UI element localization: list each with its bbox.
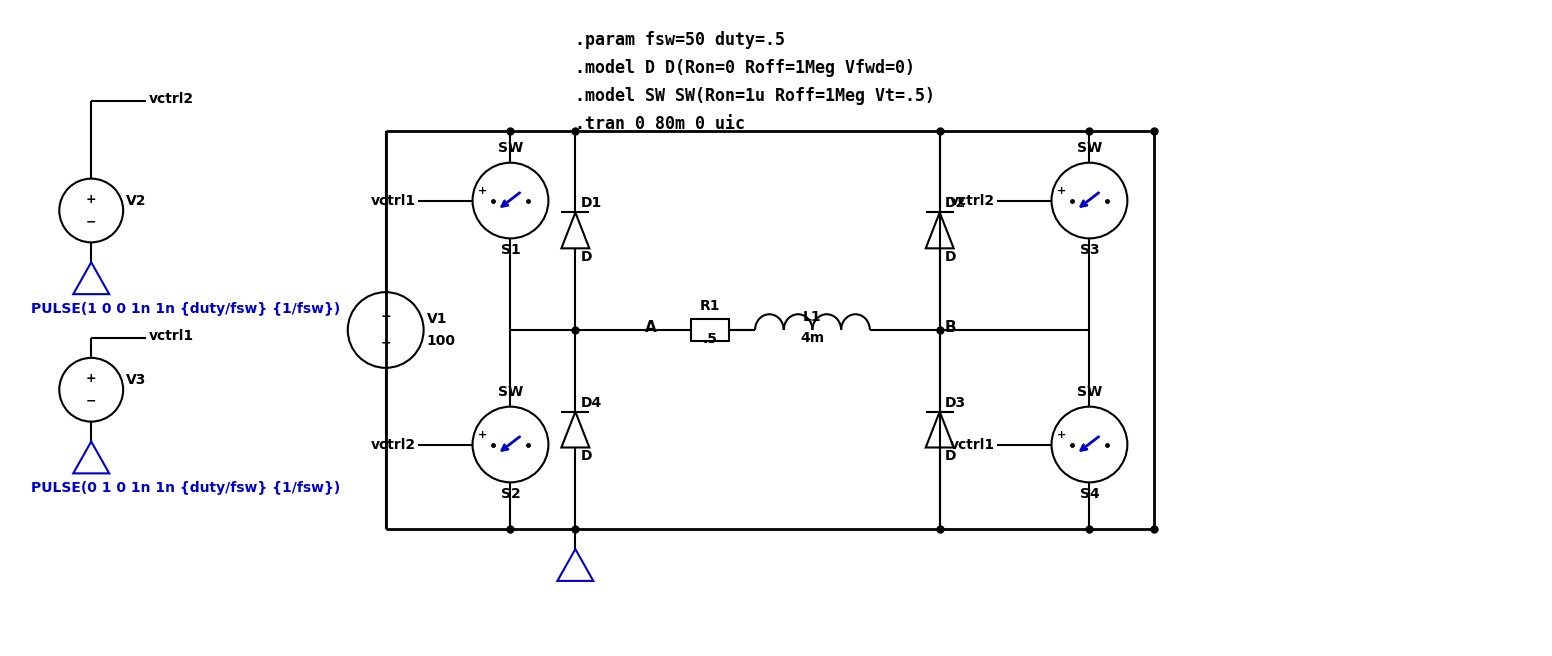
Text: D3: D3 bbox=[945, 396, 965, 409]
Text: R1: R1 bbox=[700, 299, 720, 313]
Text: D4: D4 bbox=[580, 396, 602, 409]
Text: SW: SW bbox=[1077, 141, 1102, 155]
Text: vctrl2: vctrl2 bbox=[371, 438, 416, 451]
Text: vctrl1: vctrl1 bbox=[371, 194, 416, 207]
Text: A: A bbox=[646, 320, 656, 335]
Text: PULSE(0 1 0 1n 1n {duty/fsw} {1/fsw}): PULSE(0 1 0 1n 1n {duty/fsw} {1/fsw}) bbox=[31, 482, 340, 495]
Text: .tran 0 80m 0 uic: .tran 0 80m 0 uic bbox=[576, 115, 745, 133]
Text: SW: SW bbox=[1077, 384, 1102, 399]
Text: .model SW SW(Ron=1u Roff=1Meg Vt=.5): .model SW SW(Ron=1u Roff=1Meg Vt=.5) bbox=[576, 87, 936, 105]
Text: +: + bbox=[478, 186, 487, 196]
Text: vctrl1: vctrl1 bbox=[149, 329, 194, 343]
Text: +: + bbox=[85, 193, 96, 206]
Text: D: D bbox=[945, 251, 956, 264]
Text: D: D bbox=[580, 251, 591, 264]
Text: .param fsw=50 duty=.5: .param fsw=50 duty=.5 bbox=[576, 31, 785, 49]
Text: PULSE(1 0 0 1n 1n {duty/fsw} {1/fsw}): PULSE(1 0 0 1n 1n {duty/fsw} {1/fsw}) bbox=[31, 302, 340, 316]
Text: B: B bbox=[945, 320, 956, 335]
Text: vctrl1: vctrl1 bbox=[950, 438, 995, 451]
Text: .5: .5 bbox=[703, 332, 717, 346]
Text: D1: D1 bbox=[580, 197, 602, 211]
Text: S3: S3 bbox=[1080, 243, 1099, 257]
Text: +: + bbox=[1057, 186, 1066, 196]
Text: −: − bbox=[380, 337, 391, 350]
Text: SW: SW bbox=[498, 141, 523, 155]
Text: S2: S2 bbox=[501, 487, 520, 501]
Text: .model D D(Ron=0 Roff=1Meg Vfwd=0): .model D D(Ron=0 Roff=1Meg Vfwd=0) bbox=[576, 59, 916, 77]
Text: 4m: 4m bbox=[801, 331, 824, 345]
Text: SW: SW bbox=[498, 384, 523, 399]
Text: L1: L1 bbox=[802, 310, 821, 324]
Text: −: − bbox=[85, 394, 96, 407]
Text: S4: S4 bbox=[1080, 487, 1099, 501]
Text: D: D bbox=[580, 449, 591, 464]
Text: D2: D2 bbox=[945, 197, 965, 211]
Text: V1: V1 bbox=[427, 312, 447, 325]
Text: +: + bbox=[1057, 430, 1066, 440]
Text: −: − bbox=[85, 215, 96, 228]
Text: +: + bbox=[85, 372, 96, 385]
Text: D: D bbox=[945, 449, 956, 464]
Text: V2: V2 bbox=[126, 194, 147, 208]
Bar bbox=[691, 319, 729, 341]
Text: S1: S1 bbox=[501, 243, 520, 257]
Text: V3: V3 bbox=[126, 373, 146, 387]
Text: +: + bbox=[380, 310, 391, 323]
Text: +: + bbox=[478, 430, 487, 440]
Text: vctrl2: vctrl2 bbox=[149, 92, 194, 106]
Text: vctrl2: vctrl2 bbox=[950, 194, 995, 207]
Text: 100: 100 bbox=[427, 335, 456, 348]
